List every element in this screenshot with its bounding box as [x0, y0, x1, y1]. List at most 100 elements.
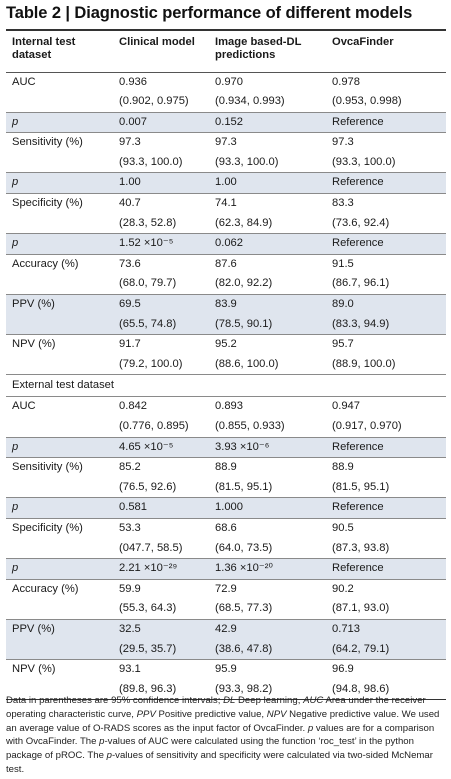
- row-label: p: [6, 233, 113, 255]
- table-row: p 0.581 1.000 Reference: [6, 497, 446, 519]
- cell-image-dl: 68.6: [209, 517, 326, 539]
- cell-image-dl: 1.36 ×10⁻²⁰: [209, 558, 326, 580]
- cell-clinical-model: 0.007: [113, 111, 209, 133]
- cell-image-dl: (93.3, 98.2): [209, 679, 326, 701]
- row-label: NPV (%): [6, 659, 113, 680]
- cell-clinical-model: 53.3: [113, 517, 209, 539]
- cell-ovcafinder: Reference: [326, 233, 446, 255]
- footnote-abbrev: PPV: [136, 708, 156, 720]
- cell-image-dl: 0.152: [209, 111, 326, 133]
- table-body: AUC 0.936 0.970 0.978 (0.902, 0.975) (0.934, …: [6, 71, 446, 701]
- cell-clinical-model: 2.21 ×10⁻²⁹: [113, 558, 209, 580]
- row-label: Accuracy (%): [6, 253, 113, 275]
- table-row: (76.5, 92.6) (81.5, 95.1) (81.5, 95.1): [6, 478, 446, 498]
- cell-ovcafinder: 90.5: [326, 517, 446, 539]
- cell-clinical-model: 0.936: [113, 71, 209, 93]
- row-label: [6, 92, 113, 112]
- row-label: [6, 274, 113, 294]
- footnote-abbrev: AUC: [303, 695, 324, 706]
- row-label: [6, 153, 113, 173]
- table-row: Accuracy (%) 59.9 72.9 90.2: [6, 578, 446, 600]
- cell-ovcafinder: Reference: [326, 558, 446, 580]
- footnote-abbrev: DL: [223, 695, 236, 706]
- cell-clinical-model: (55.3, 64.3): [119, 602, 177, 615]
- row-label: [6, 314, 113, 335]
- table-row: (89.8, 96.3) (93.3, 98.2) (94.8, 98.6): [6, 679, 446, 701]
- cell-ovcafinder: (73.6, 92.4): [332, 216, 390, 229]
- cell-clinical-model: 4.65 ×10⁻⁵: [113, 436, 209, 458]
- cell-image-dl: 1.000: [209, 497, 326, 519]
- cell-clinical-model: (68.0, 79.7): [119, 277, 177, 290]
- cell-clinical-model: (93.3, 100.0): [119, 155, 183, 168]
- footnote-segment: Area under the receiver operating charac…: [6, 695, 429, 720]
- cell-ovcafinder: 0.713: [326, 618, 446, 640]
- cell-ovcafinder: 89.0: [326, 294, 446, 315]
- cell-ovcafinder: (81.5, 95.1): [332, 480, 390, 493]
- cell-image-dl: 88.9: [209, 457, 326, 478]
- cell-image-dl: (82.0, 92.2): [215, 277, 273, 290]
- cell-image-dl: 1.00: [209, 172, 326, 194]
- header-image-dl: Image based-DL predictions: [209, 29, 326, 73]
- cell-ovcafinder: 90.2: [326, 578, 446, 600]
- cell-clinical-model: 59.9: [113, 578, 209, 600]
- table-row: p 2.21 ×10⁻²⁹ 1.36 ×10⁻²⁰ Reference: [6, 558, 446, 580]
- row-label: p: [6, 111, 113, 133]
- section-label-external: External test dataset: [6, 374, 446, 398]
- row-label: p: [6, 436, 113, 458]
- cell-clinical-model: (047.7, 58.5): [119, 541, 183, 554]
- cell-clinical-model: (76.5, 92.6): [119, 480, 177, 493]
- footnote-abbrev: p: [99, 736, 105, 748]
- cell-clinical-model: (29.5, 35.7): [113, 639, 209, 660]
- footnote: Data in parentheses are 95% confidence i…: [6, 694, 446, 777]
- table-row: (28.3, 52.8) (62.3, 84.9) (73.6, 92.4): [6, 214, 446, 234]
- cell-image-dl: (93.3, 100.0): [215, 155, 279, 168]
- table-row: (29.5, 35.7) (38.6, 47.8) (64.2, 79.1): [6, 639, 446, 660]
- row-label: Specificity (%): [6, 517, 113, 539]
- row-label: Sensitivity (%): [6, 132, 113, 153]
- cell-ovcafinder: 83.3: [326, 193, 446, 214]
- table-row: p 1.00 1.00 Reference: [6, 172, 446, 194]
- footnote-segment: values are for a comparison with OvcaFin…: [6, 722, 437, 748]
- cell-image-dl: 0.893: [215, 400, 243, 413]
- row-label: AUC: [12, 400, 36, 413]
- table-row: (79.2, 100.0) (88.6, 100.0) (88.9, 100.0): [6, 355, 446, 375]
- cell-ovcafinder: (83.3, 94.9): [326, 314, 446, 335]
- row-label: [6, 679, 113, 701]
- table-row: (0.776, 0.895) (0.855, 0.933) (0.917, 0.97…: [6, 417, 446, 437]
- cell-ovcafinder: Reference: [326, 497, 446, 519]
- table-row: NPV (%) 91.7 95.2 95.7: [6, 334, 446, 355]
- footnote-abbrev: p: [307, 722, 314, 734]
- cell-ovcafinder: (88.9, 100.0): [332, 357, 396, 370]
- performance-table: Internal test dataset Clinical model Ima…: [6, 29, 446, 701]
- footnote-segment: Positive predictive value,: [155, 708, 267, 720]
- cell-ovcafinder: (87.3, 93.8): [332, 541, 390, 554]
- cell-clinical-model: 73.6: [113, 253, 209, 275]
- footnote-segment: Deep learning,: [235, 695, 304, 706]
- row-label: PPV (%): [6, 294, 113, 315]
- cell-ovcafinder: Reference: [326, 111, 446, 133]
- cell-ovcafinder: 88.9: [326, 457, 446, 478]
- cell-image-dl: (64.0, 73.5): [215, 541, 273, 554]
- cell-ovcafinder: (94.8, 98.6): [326, 679, 446, 701]
- cell-image-dl: 95.9: [209, 659, 326, 680]
- row-label: Sensitivity (%): [6, 457, 113, 478]
- cell-clinical-model: 69.5: [113, 294, 209, 315]
- cell-clinical-model: (28.3, 52.8): [119, 216, 177, 229]
- footnote-segment: Negative predictive value. We used an av…: [6, 708, 443, 734]
- table-row: Sensitivity (%) 97.3 97.3 97.3: [6, 132, 446, 153]
- row-label: [6, 639, 113, 660]
- header-ovcafinder: OvcaFinder: [326, 29, 446, 73]
- cell-image-dl: 42.9: [209, 618, 326, 640]
- cell-image-dl: 97.3: [209, 132, 326, 153]
- cell-ovcafinder: 0.978: [326, 71, 446, 93]
- row-label: NPV (%): [6, 334, 113, 355]
- cell-clinical-model: (65.5, 74.8): [113, 314, 209, 335]
- cell-clinical-model: 0.842: [119, 400, 147, 413]
- row-label: AUC: [6, 71, 113, 93]
- cell-clinical-model: 97.3: [113, 132, 209, 153]
- footnote-segment: Data in parentheses are 95% confidence i…: [6, 695, 224, 706]
- table-row: Specificity (%) 40.7 74.1 83.3: [6, 193, 446, 214]
- cell-image-dl: (78.5, 90.1): [209, 314, 326, 335]
- table-row: (65.5, 74.8) (78.5, 90.1) (83.3, 94.9): [6, 314, 446, 335]
